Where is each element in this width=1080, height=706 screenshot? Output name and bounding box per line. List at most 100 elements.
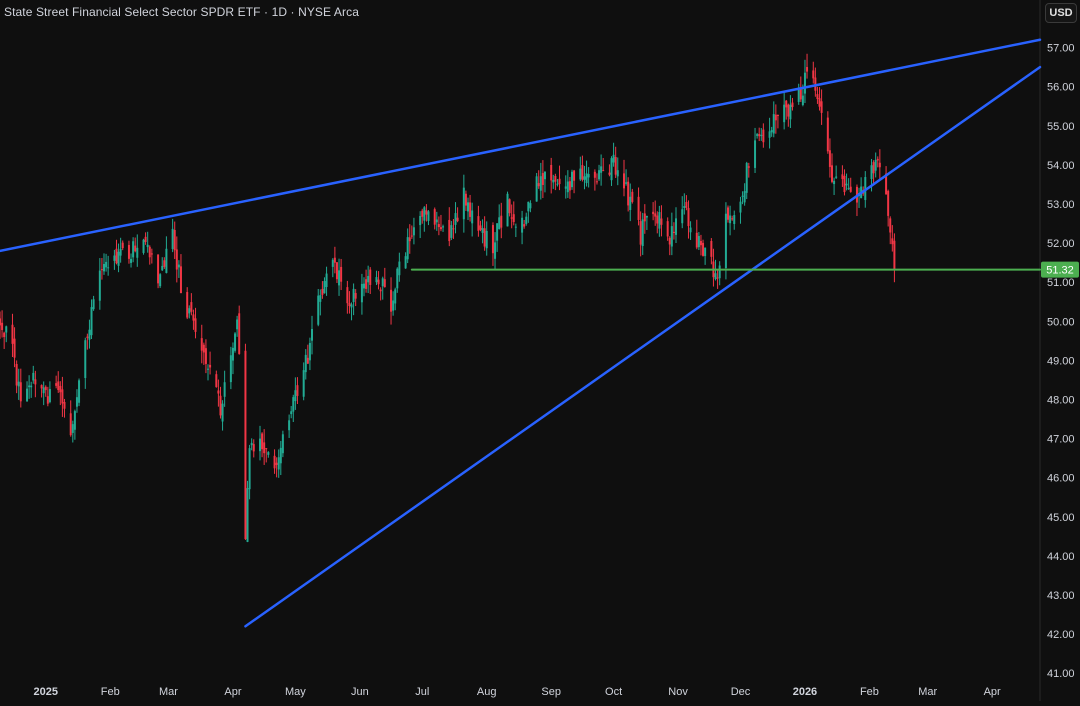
candle-up [427, 211, 430, 221]
candle-up [404, 256, 407, 269]
candle-down [448, 219, 451, 242]
candle-up [207, 368, 209, 370]
candle-down [439, 227, 442, 230]
candle-down [687, 207, 690, 227]
candle-up [600, 166, 603, 173]
candle-up [498, 217, 501, 229]
candle-down [121, 242, 124, 249]
candle-up [801, 95, 804, 105]
candle-up [136, 247, 139, 258]
candle-down [100, 269, 103, 271]
time-tick-label: Mar [159, 686, 178, 698]
candle-down [265, 448, 268, 450]
candle-up [223, 382, 226, 397]
candle-up [250, 442, 253, 446]
candle-up [294, 390, 297, 402]
candle-up [317, 295, 320, 325]
candle-down [11, 324, 14, 344]
candle-down [261, 433, 264, 450]
rising-support-line[interactable] [244, 65, 1042, 628]
candle-up [803, 72, 806, 94]
candle-up [729, 215, 732, 224]
candle-down [244, 350, 247, 540]
price-tick-label: 50.00 [1047, 316, 1075, 328]
candle-down [346, 287, 349, 304]
candle-up [704, 247, 707, 257]
time-tick-label: Dec [731, 686, 751, 698]
candle-down [179, 266, 182, 294]
candle-up [73, 411, 76, 430]
candle-down [508, 199, 511, 214]
candle-up [177, 264, 180, 268]
candle-down [0, 318, 1, 326]
candle-down [799, 87, 802, 100]
candle-down [731, 218, 734, 220]
candle-up [267, 452, 270, 455]
candle-down [652, 211, 655, 215]
price-tick-label: 43.00 [1047, 590, 1075, 602]
candle-down [776, 115, 779, 117]
time-tick-label: Sep [541, 686, 561, 698]
candle-down [150, 253, 153, 255]
candle-down [369, 269, 372, 285]
candle-up [833, 180, 836, 185]
price-axis[interactable]: 41.00 42.00 43.00 44.00 45.00 46.00 47.00 48.00… [1047, 43, 1075, 681]
currency-button[interactable]: USD [1045, 3, 1077, 23]
candle-down [791, 102, 794, 108]
candle-up [161, 265, 164, 271]
time-axis[interactable]: 2025 Feb Mar Apr May Jun Jul Aug Sep Oct Nov Dec 202… [34, 686, 1002, 698]
candles-layer [0, 53, 896, 543]
price-tick-label: 42.00 [1047, 629, 1075, 641]
candle-down [421, 210, 424, 217]
candle-down [464, 193, 467, 206]
candle-down [699, 240, 702, 246]
candle-up [363, 283, 365, 289]
candle-down [747, 166, 750, 168]
candle-down [408, 237, 411, 242]
candle-up [697, 236, 700, 248]
candle-up [870, 165, 873, 179]
candle-up [583, 176, 586, 180]
upper-resistance-line[interactable] [0, 38, 1042, 253]
candle-up [539, 176, 542, 191]
candle-down [639, 221, 642, 245]
candle-up [188, 308, 191, 314]
candle-up [396, 268, 399, 289]
candle-down [593, 171, 596, 178]
candle-up [675, 218, 677, 235]
candle-down [510, 217, 513, 219]
price-tick-label: 51.00 [1047, 277, 1075, 289]
candle-down [192, 314, 195, 321]
last-price-badge [1041, 261, 1079, 278]
candle-down [340, 266, 343, 282]
price-tick-label: 45.00 [1047, 512, 1075, 524]
price-tick-label: 41.00 [1047, 668, 1075, 680]
candle-up [71, 424, 74, 433]
candle-up [394, 289, 397, 304]
candle-down [702, 242, 705, 256]
candle-down [872, 162, 875, 174]
candle-down [685, 202, 688, 208]
candle-down [204, 348, 207, 364]
candle-down [491, 225, 494, 254]
candle-up [28, 385, 31, 388]
price-tick-label: 57.00 [1047, 43, 1075, 55]
candle-up [30, 385, 33, 388]
candle-up [462, 187, 465, 220]
candle-down [335, 262, 338, 280]
candle-down [826, 117, 829, 152]
candle-up [587, 174, 590, 178]
candle-up [552, 179, 555, 183]
candle-down [3, 332, 6, 338]
candle-down [238, 313, 241, 354]
candle-down [828, 150, 831, 167]
candle-up [835, 176, 838, 178]
drawings-layer[interactable] [0, 38, 1042, 628]
candle-down [59, 385, 62, 393]
last-price-label: 51.32 [1046, 265, 1074, 277]
candle-down [69, 413, 72, 436]
candle-down [889, 218, 892, 233]
candle-up [308, 342, 311, 361]
